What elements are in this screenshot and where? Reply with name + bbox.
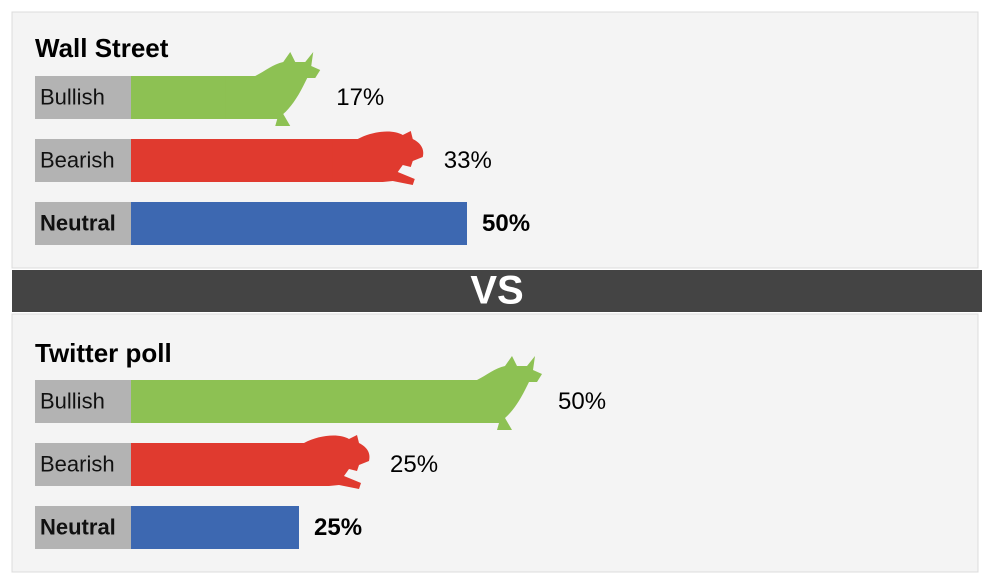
category-box <box>35 76 131 119</box>
category-label: Neutral <box>40 210 116 235</box>
category-label: Bullish <box>40 84 105 109</box>
category-box <box>35 202 131 245</box>
category-box <box>35 139 131 182</box>
divider-text: VS <box>470 269 523 313</box>
bear-icon <box>279 435 370 489</box>
bar <box>131 202 467 245</box>
value-label: 17% <box>336 84 384 111</box>
category-label: Neutral <box>40 514 116 539</box>
category-label: Bearish <box>40 147 115 172</box>
bar <box>131 380 467 423</box>
bar <box>131 139 353 182</box>
bar <box>131 506 299 549</box>
value-label: 33% <box>444 147 492 174</box>
bar <box>131 443 299 486</box>
category-box <box>35 380 131 423</box>
bull-icon <box>447 356 542 430</box>
category-label: Bullish <box>40 388 105 413</box>
bull-icon <box>225 52 321 126</box>
value-label: 25% <box>314 514 362 541</box>
value-label: 25% <box>390 451 438 478</box>
category-box <box>35 443 131 486</box>
panel-title: Wall Street <box>35 33 169 63</box>
divider-band <box>12 270 982 312</box>
category-label: Bearish <box>40 451 115 476</box>
panel-title: Twitter poll <box>35 338 172 368</box>
bear-icon <box>332 131 424 185</box>
value-label: 50% <box>482 210 530 237</box>
value-label: 50% <box>558 388 606 415</box>
category-box <box>35 506 131 549</box>
